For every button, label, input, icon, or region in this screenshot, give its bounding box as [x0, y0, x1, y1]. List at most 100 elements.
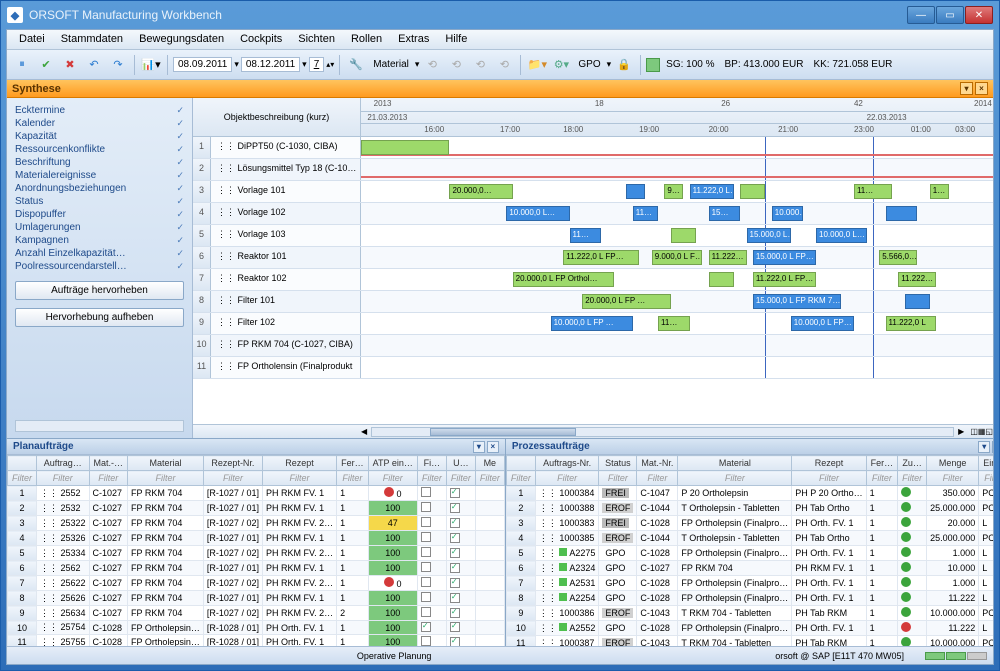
panel-min-icon[interactable]: ▾ — [978, 441, 990, 453]
sidebar-item[interactable]: Kampagnen✓ — [15, 234, 184, 247]
gantt-bar[interactable]: 11.222,0 L FP… — [753, 272, 816, 287]
gantt-bar[interactable] — [740, 184, 765, 199]
gantt-bar[interactable]: 11… — [658, 316, 690, 331]
gantt-bar[interactable]: 11.222,0 L — [886, 316, 937, 331]
sidebar-item[interactable]: Anzahl Einzelkapazität…✓ — [15, 247, 184, 260]
gantt-bar[interactable] — [626, 184, 645, 199]
gantt-bar[interactable]: 15.000,0 L… — [747, 228, 791, 243]
planauftraege-table[interactable]: Auftrag…Mat.-…MaterialRezept-Nr.RezeptFe… — [7, 455, 505, 646]
pause-icon[interactable]: ⏸ — [11, 54, 33, 76]
gantt-bar[interactable]: 11.222… — [709, 250, 747, 265]
gantt-bar[interactable] — [361, 140, 449, 155]
menu-stammdaten[interactable]: Stammdaten — [53, 30, 131, 49]
sidebar-item[interactable]: Beschriftung✓ — [15, 156, 184, 169]
gantt-bar[interactable]: 20.000,0… — [449, 184, 512, 199]
gantt-scrollbar[interactable] — [371, 427, 954, 437]
gantt-bar[interactable]: 20.000,0 L FP Orthol… — [513, 272, 614, 287]
gantt-row[interactable]: 2⋮⋮ Lösungsmittel Typ 18 (C-10… — [193, 159, 993, 181]
panel-min-icon[interactable]: ▾ — [473, 441, 485, 453]
gantt-row[interactable]: 7⋮⋮ Reaktor 10220.000,0 L FP Orthol…11.2… — [193, 269, 993, 291]
sidebar-scrollbar[interactable] — [15, 420, 184, 432]
gantt-bar[interactable]: 20.000,0 L FP … — [582, 294, 670, 309]
prozessauftraege-table[interactable]: Auftrags-Nr.StatusMat.-Nr.MaterialRezept… — [506, 455, 994, 646]
menu-extras[interactable]: Extras — [390, 30, 437, 49]
menu-datei[interactable]: Datei — [11, 30, 53, 49]
sidebar-item[interactable]: Ressourcenkonflikte✓ — [15, 143, 184, 156]
link3-icon[interactable]: ⟲ — [469, 54, 491, 76]
sidebar-item[interactable]: Poolressourcendarstell…✓ — [15, 260, 184, 273]
gantt-bar[interactable]: 10.000,0 L FP… — [791, 316, 854, 331]
unhighlight-button[interactable]: Hervorhebung aufheben — [15, 308, 184, 327]
sidebar-item[interactable]: Ecktermine✓ — [15, 104, 184, 117]
tool-icon[interactable]: 🔧 — [345, 54, 367, 76]
gantt-bar[interactable]: 10.000… — [772, 206, 804, 221]
folder-icon[interactable]: 📁▾ — [526, 54, 548, 76]
link1-icon[interactable]: ⟲ — [421, 54, 443, 76]
gantt-body[interactable]: 1⋮⋮ DiPPT50 (C-1030, CIBA)2⋮⋮ Lösungsmit… — [193, 137, 993, 424]
gantt-row[interactable]: 4⋮⋮ Vorlage 10210.000,0 L…11…15…10.000… — [193, 203, 993, 225]
link2-icon[interactable]: ⟲ — [445, 54, 467, 76]
gantt-row[interactable]: 9⋮⋮ Filter 10210.000,0 L FP …11…10.000,0… — [193, 313, 993, 335]
sidebar-item[interactable]: Anordnungsbeziehungen✓ — [15, 182, 184, 195]
close-button[interactable]: ✕ — [965, 6, 993, 24]
delete-icon[interactable]: ✖ — [59, 54, 81, 76]
gantt-bar[interactable]: 5.566,0… — [879, 250, 917, 265]
sidebar-item[interactable]: Status✓ — [15, 195, 184, 208]
menu-hilfe[interactable]: Hilfe — [437, 30, 475, 49]
sidebar-item[interactable]: Kapazität✓ — [15, 130, 184, 143]
gantt-bar[interactable]: 15.000,0 L FP RKM 7… — [753, 294, 841, 309]
gantt-row[interactable]: 1⋮⋮ DiPPT50 (C-1030, CIBA) — [193, 137, 993, 159]
material-dropdown[interactable]: Material — [369, 59, 413, 70]
menu-bewegungsdaten[interactable]: Bewegungsdaten — [131, 30, 232, 49]
menu-sichten[interactable]: Sichten — [290, 30, 343, 49]
date-from[interactable]: 08.09.2011 — [173, 57, 232, 72]
menu-rollen[interactable]: Rollen — [343, 30, 390, 49]
panel-close-icon[interactable]: × — [975, 82, 988, 95]
gantt-row[interactable]: 3⋮⋮ Vorlage 10120.000,0…9…11.222,0 L…11…… — [193, 181, 993, 203]
gantt-bar[interactable] — [709, 272, 734, 287]
gantt-bar[interactable]: 15.000,0 L FP… — [753, 250, 816, 265]
gantt-bar[interactable]: 11… — [633, 206, 658, 221]
gantt-bar[interactable]: 10.000,0 L… — [816, 228, 867, 243]
gantt-row[interactable]: 6⋮⋮ Reaktor 10111.222,0 L FP…9.000,0 L F… — [193, 247, 993, 269]
panel-collapse-icon[interactable]: ▾ — [960, 82, 973, 95]
undo-icon[interactable]: ↶ — [83, 54, 105, 76]
gantt-bar[interactable]: 9… — [664, 184, 683, 199]
gantt-bar[interactable] — [905, 294, 930, 309]
sidebar-item[interactable]: Umlagerungen✓ — [15, 221, 184, 234]
highlight-button[interactable]: Aufträge hervorheben — [15, 281, 184, 300]
gantt-bar[interactable]: 10.000,0 L… — [506, 206, 569, 221]
gantt-row[interactable]: 10⋮⋮ FP RKM 704 (C-1027, CIBA) — [193, 335, 993, 357]
gantt-row[interactable]: 11⋮⋮ FP Ortholensin (Finalprodukt — [193, 357, 993, 379]
gantt-bar[interactable]: 11… — [854, 184, 892, 199]
lock-icon[interactable]: 🔒 — [613, 54, 635, 76]
minimize-button[interactable]: — — [907, 6, 935, 24]
week-spinner[interactable]: 7 — [309, 57, 325, 72]
check-icon[interactable]: ✔ — [35, 54, 57, 76]
gantt-bar[interactable]: 15… — [709, 206, 741, 221]
menu-cockpits[interactable]: Cockpits — [232, 30, 290, 49]
panel-x-icon[interactable]: × — [487, 441, 499, 453]
chart-icon[interactable]: 📊▾ — [140, 54, 162, 76]
maximize-button[interactable]: ▭ — [936, 6, 964, 24]
gantt-bar[interactable]: 11.222,0 L… — [690, 184, 734, 199]
panel-x-icon[interactable]: × — [992, 441, 994, 453]
gantt-row[interactable]: 8⋮⋮ Filter 10120.000,0 L FP …15.000,0 L … — [193, 291, 993, 313]
gpo-dropdown[interactable]: GPO — [574, 59, 604, 70]
sidebar-item[interactable]: Materialereignisse✓ — [15, 169, 184, 182]
date-to[interactable]: 08.12.2011 — [241, 57, 300, 72]
link4-icon[interactable]: ⟲ — [493, 54, 515, 76]
gantt-bar[interactable]: 9.000,0 L F… — [652, 250, 703, 265]
redo-icon[interactable]: ↷ — [107, 54, 129, 76]
sidebar-item[interactable]: Dispopuffer✓ — [15, 208, 184, 221]
gear-icon[interactable]: ⚙▾ — [550, 54, 572, 76]
gantt-bar[interactable] — [886, 206, 918, 221]
gantt-bar[interactable] — [671, 228, 696, 243]
titlebar[interactable]: ◆ ORSOFT Manufacturing Workbench — ▭ ✕ — [1, 1, 999, 29]
gantt-bar[interactable]: 1… — [930, 184, 949, 199]
sidebar-item[interactable]: Kalender✓ — [15, 117, 184, 130]
gantt-row[interactable]: 5⋮⋮ Vorlage 10311…15.000,0 L…10.000,0 L… — [193, 225, 993, 247]
gantt-bar[interactable]: 10.000,0 L FP … — [551, 316, 633, 331]
gantt-bar[interactable]: 11… — [570, 228, 602, 243]
gantt-bar[interactable]: 11.222… — [898, 272, 936, 287]
